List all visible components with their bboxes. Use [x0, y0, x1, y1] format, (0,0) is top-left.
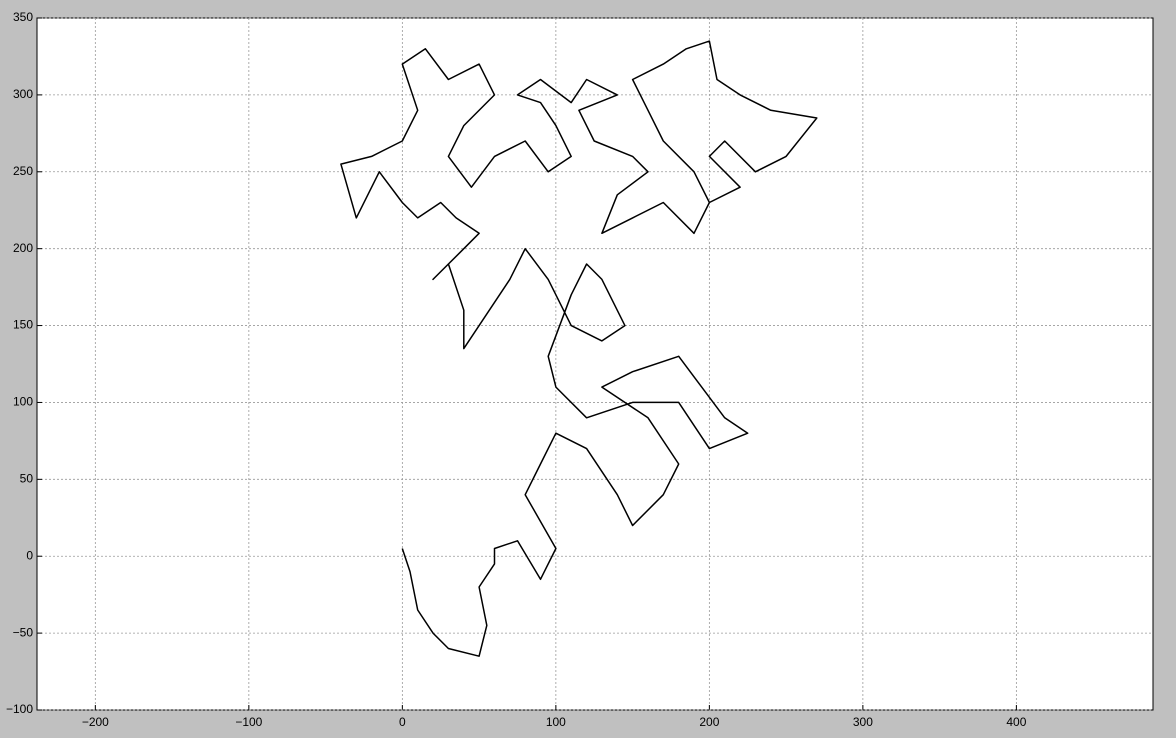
x-tick-label: 0	[399, 715, 406, 729]
plot-area	[36, 17, 1154, 711]
y-tick-label: −50	[13, 625, 34, 639]
y-tick-label: 200	[13, 241, 33, 255]
y-tick-label: 300	[13, 87, 33, 101]
y-tick-label: 150	[13, 318, 33, 332]
x-tick-label: 300	[853, 715, 873, 729]
x-tick-label: 400	[1006, 715, 1026, 729]
y-tick-label: 250	[13, 164, 33, 178]
x-tick-label: −200	[82, 715, 109, 729]
x-tick-label: −100	[235, 715, 262, 729]
y-tick-label: 350	[13, 10, 33, 24]
y-tick-label: 100	[13, 395, 33, 409]
y-tick-label: −100	[6, 702, 33, 716]
y-tick-label: 50	[20, 472, 34, 486]
walk-line	[340, 40, 818, 657]
x-tick-label: 100	[546, 715, 566, 729]
y-tick-label: 0	[26, 548, 33, 562]
x-tick-label: 200	[699, 715, 719, 729]
